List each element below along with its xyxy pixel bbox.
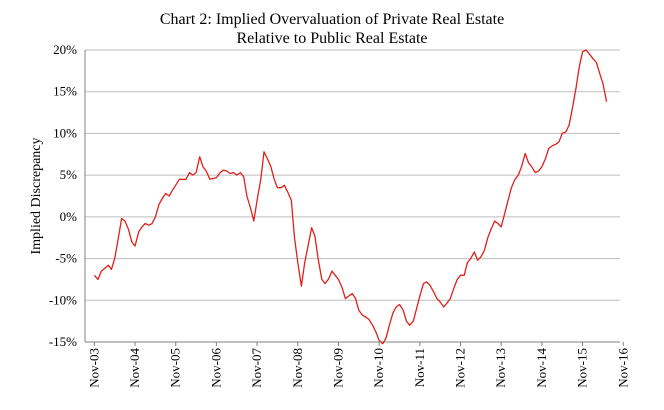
y-tick-label: -5% xyxy=(55,251,77,266)
series-layer xyxy=(93,49,608,345)
x-tick-label: Nov-09 xyxy=(330,348,345,388)
y-axis-label: Implied Discrepancy xyxy=(29,137,44,254)
y-tick-label: -15% xyxy=(49,334,77,349)
x-tick-label: Nov-03 xyxy=(86,348,101,388)
x-tick-label: Nov-05 xyxy=(168,348,183,388)
x-tick-label: Nov-06 xyxy=(208,348,223,388)
chart-title-line-2: Relative to Public Real Estate xyxy=(236,30,427,47)
y-tick-label: 0% xyxy=(60,209,78,224)
gridlines xyxy=(85,49,620,343)
series-line xyxy=(93,49,608,345)
x-tick-label: Nov-16 xyxy=(615,348,630,388)
x-tick-labels: Nov-03 Nov-04 Nov-05 Nov-06 Nov-07 Nov-08 Nov-… xyxy=(86,348,630,388)
y-tick-label: 10% xyxy=(53,125,77,140)
x-tick-label: Nov-11 xyxy=(412,348,427,387)
x-tick-label: Nov-07 xyxy=(249,348,264,388)
x-tick-label: Nov-12 xyxy=(453,348,468,388)
axes xyxy=(84,50,624,346)
y-tick-label: -10% xyxy=(49,292,77,307)
x-tick-label: Nov-15 xyxy=(575,348,590,388)
x-tick-label: Nov-04 xyxy=(127,348,142,388)
y-tick-label: 5% xyxy=(60,167,78,182)
y-tick-label: 15% xyxy=(53,84,77,99)
chart-title-line-1: Chart 2: Implied Overvaluation of Privat… xyxy=(160,11,504,28)
x-tick-label: Nov-14 xyxy=(534,348,549,388)
x-tick-label: Nov-08 xyxy=(290,348,305,388)
y-tick-label: 20% xyxy=(53,42,77,57)
x-tick-label: Nov-13 xyxy=(493,348,508,388)
y-tick-labels: -15% -10% -5% 0% 5% 10% 15% 20% xyxy=(49,42,77,349)
x-tick-label: Nov-10 xyxy=(371,348,386,388)
